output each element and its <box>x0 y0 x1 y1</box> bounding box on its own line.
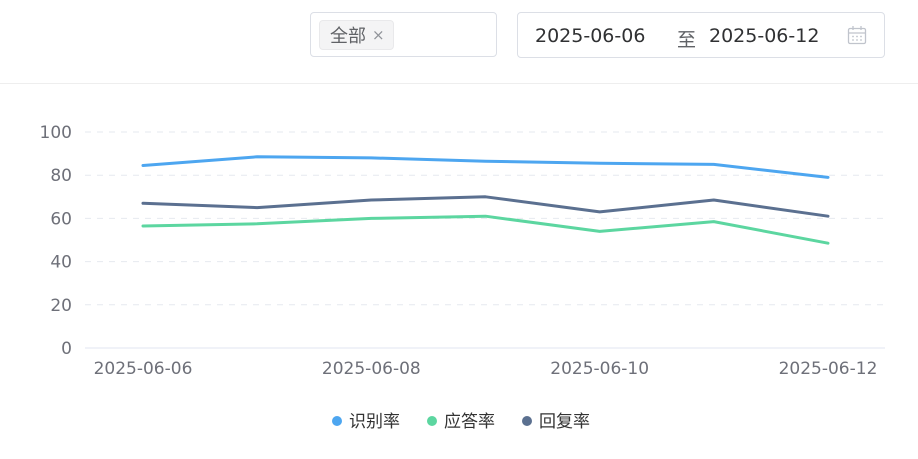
category-tag-label: 全部 <box>330 26 366 47</box>
legend-marker <box>522 416 532 426</box>
y-tick-label: 100 <box>40 123 72 143</box>
line-chart: 0 20 40 60 80 100 2025-06-06 2025-06-08 2025-06-… <box>40 123 885 432</box>
y-tick-label: 80 <box>50 166 72 186</box>
date-range-separator: 至 <box>677 29 697 51</box>
legend-marker <box>427 416 437 426</box>
category-tag: 全部 × <box>319 20 394 50</box>
date-range-picker[interactable]: 2025-06-06 至 2025-06-12 <box>517 12 885 58</box>
y-tick-label: 60 <box>50 209 72 229</box>
series-line <box>141 155 830 179</box>
x-tick-label: 2025-06-10 <box>550 359 649 379</box>
tag-close-icon[interactable]: × <box>372 26 385 44</box>
legend-label: 回复率 <box>539 412 590 432</box>
legend-label: 识别率 <box>349 412 400 432</box>
calendar-icon[interactable] <box>847 25 867 45</box>
date-start-input[interactable]: 2025-06-06 <box>535 25 646 47</box>
series-line <box>141 214 830 245</box>
x-tick-label: 2025-06-12 <box>779 359 878 379</box>
y-tick-label: 20 <box>50 296 72 316</box>
legend-label: 应答率 <box>444 412 495 432</box>
y-tick-label: 40 <box>50 253 72 273</box>
category-select[interactable]: 全部 × <box>310 12 497 57</box>
legend-marker <box>332 416 342 426</box>
date-end-input[interactable]: 2025-06-12 <box>709 25 820 47</box>
x-tick-label: 2025-06-06 <box>94 359 193 379</box>
x-tick-label: 2025-06-08 <box>322 359 421 379</box>
filter-bar: 全部 × 2025-06-06 至 2025-06-12 <box>0 0 918 84</box>
series-line <box>141 195 830 218</box>
y-tick-label: 0 <box>61 339 72 359</box>
